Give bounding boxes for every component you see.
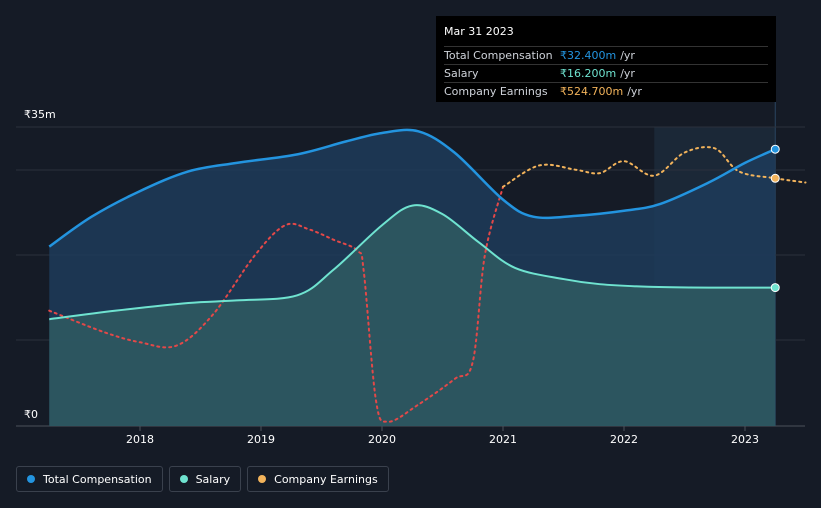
tooltip-label: Company Earnings: [444, 85, 548, 98]
legend-company-earnings[interactable]: Company Earnings: [247, 466, 389, 492]
x-tick-label: 2023: [731, 433, 759, 446]
tooltip: Mar 31 2023 Total Compensation ₹32.400m …: [436, 16, 776, 102]
y-label-bottom: ₹0: [24, 408, 38, 421]
x-tick-label: 2020: [368, 433, 396, 446]
tooltip-date: Mar 31 2023: [444, 24, 768, 47]
tooltip-unit: /yr: [620, 49, 635, 62]
legend-total-compensation[interactable]: Total Compensation: [16, 466, 163, 492]
total-compensation-point: [770, 144, 780, 154]
legend: Total Compensation Salary Company Earnin…: [16, 466, 389, 492]
tooltip-label: Salary: [444, 67, 479, 80]
salary-area: [49, 205, 776, 426]
earnings-point: [770, 173, 780, 183]
tooltip-label: Total Compensation: [444, 49, 553, 62]
legend-label: Company Earnings: [274, 472, 378, 486]
total-compensation-line: [48, 128, 776, 248]
salary-point: [770, 283, 780, 293]
legend-label: Total Compensation: [43, 472, 152, 486]
legend-dot-icon: [179, 475, 188, 483]
x-tick-label: 2018: [126, 433, 154, 446]
y-label-top: ₹35m: [24, 108, 56, 121]
legend-dot-icon: [27, 475, 35, 483]
x-tick-label: 2022: [610, 433, 638, 446]
legend-salary[interactable]: Salary: [168, 466, 242, 492]
legend-dot-icon: [258, 475, 267, 483]
series-lines: [48, 128, 807, 423]
tooltip-row-salary: Salary ₹16.200m /yr: [444, 65, 768, 83]
tooltip-unit: /yr: [627, 85, 642, 98]
x-tick-label: 2019: [247, 433, 275, 446]
salary-line: [49, 204, 776, 321]
tooltip-value: ₹32.400m: [560, 49, 617, 62]
tooltip-row-earnings: Company Earnings ₹524.700m /yr: [444, 83, 768, 100]
series-areas: [49, 129, 776, 426]
x-tick-label: 2021: [489, 433, 517, 446]
tooltip-value: ₹16.200m: [560, 67, 617, 80]
earnings-red-line: [48, 185, 504, 423]
tooltip-unit: /yr: [620, 67, 635, 80]
legend-label: Salary: [195, 472, 231, 486]
tooltip-value: ₹524.700m: [560, 85, 624, 98]
x-axis-ticks: 2018 2019 2020 2021 2022 2023: [126, 426, 759, 446]
tooltip-row-total: Total Compensation ₹32.400m /yr: [444, 47, 768, 65]
